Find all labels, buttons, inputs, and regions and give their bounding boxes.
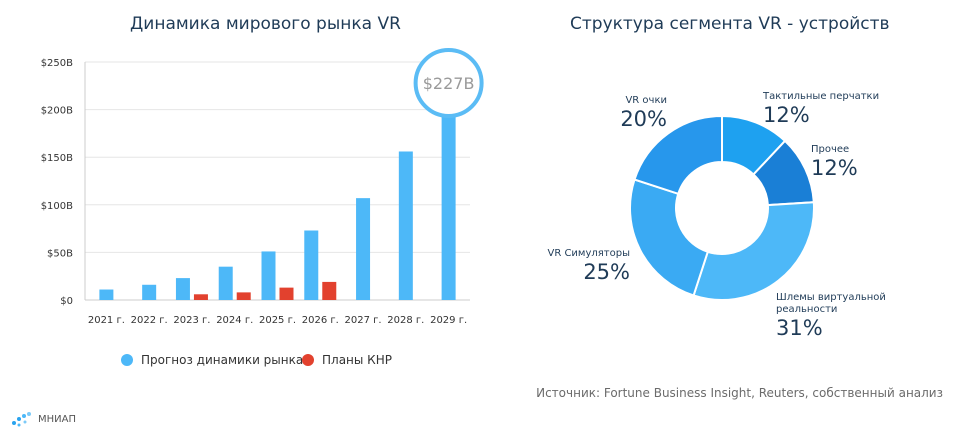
bar-forecast <box>441 83 456 300</box>
y-tick-label: $250B <box>41 58 73 69</box>
y-tick-label: $150B <box>41 153 73 164</box>
bar-khr <box>322 281 337 300</box>
slice-percent-label: 31% <box>776 316 823 340</box>
bar-forecast <box>398 151 413 300</box>
highlight-value-label: $227B <box>423 74 475 93</box>
y-tick-label: $200B <box>41 106 73 117</box>
bar-forecast <box>218 266 233 300</box>
x-tick-label: 2029 г. <box>430 315 467 326</box>
legend-label-forecast: Прогноз динамики рынка <box>141 353 304 367</box>
donut-slice <box>629 178 710 297</box>
x-tick-label: 2022 г. <box>131 315 168 326</box>
legend-swatch-khr <box>302 354 314 366</box>
bar-chart-title: Динамика мирового рынка VR <box>130 14 401 34</box>
logo: МНИАП <box>10 410 76 428</box>
donut-slice <box>692 201 815 301</box>
highlight-circle <box>413 48 484 118</box>
y-tick-label: $100B <box>41 201 73 212</box>
legend-label-khr: Планы КНР <box>322 353 392 367</box>
x-tick-label: 2024 г. <box>216 315 253 326</box>
slice-percent-label: 20% <box>620 107 667 131</box>
slice-label: VR Симуляторы <box>547 248 630 259</box>
slice-label: Шлемы виртуальной реальности <box>776 292 886 315</box>
bar-forecast <box>304 230 319 300</box>
slice-label: Тактильные перчатки <box>762 91 879 102</box>
legend-swatch-forecast <box>121 354 133 366</box>
y-tick-label: $50B <box>47 248 73 259</box>
slice-label: Прочее <box>811 144 849 155</box>
x-tick-label: 2025 г. <box>259 315 296 326</box>
bar-chart: $0 $50B $100B $150B $200B $250B 2021 г. 2022 г.… <box>41 48 484 326</box>
x-tick-label: 2026 г. <box>302 315 339 326</box>
pie-chart-title: Структура сегмента VR - устройств <box>570 14 890 34</box>
logo-text: МНИАП <box>38 413 76 425</box>
x-tick-label: 2021 г. <box>88 315 125 326</box>
legend-item-forecast: Прогноз динамики рынка <box>121 353 303 367</box>
y-tick-label: $0 <box>60 296 73 307</box>
bar-forecast <box>142 284 157 300</box>
bar-forecast <box>99 289 114 300</box>
slice-label: VR очки <box>625 95 667 106</box>
bar-khr <box>193 294 208 300</box>
donut-slice <box>633 114 723 196</box>
mniap-logo-icon <box>12 412 31 427</box>
bar-khr <box>279 287 294 300</box>
source-note: Источник: Fortune Business Insight, Reut… <box>536 386 943 400</box>
bar-forecast <box>175 278 190 300</box>
slice-percent-label: 25% <box>583 260 630 284</box>
legend-item-khr: Планы КНР <box>302 353 392 367</box>
bar-khr <box>236 292 251 300</box>
x-tick-label: 2028 г. <box>387 315 424 326</box>
bar-forecast <box>356 198 371 300</box>
bar-forecast <box>261 251 276 300</box>
x-tick-label: 2027 г. <box>345 315 382 326</box>
slice-percent-label: 12% <box>811 156 858 180</box>
x-tick-label: 2023 г. <box>173 315 210 326</box>
slice-percent-label: 12% <box>763 103 810 127</box>
